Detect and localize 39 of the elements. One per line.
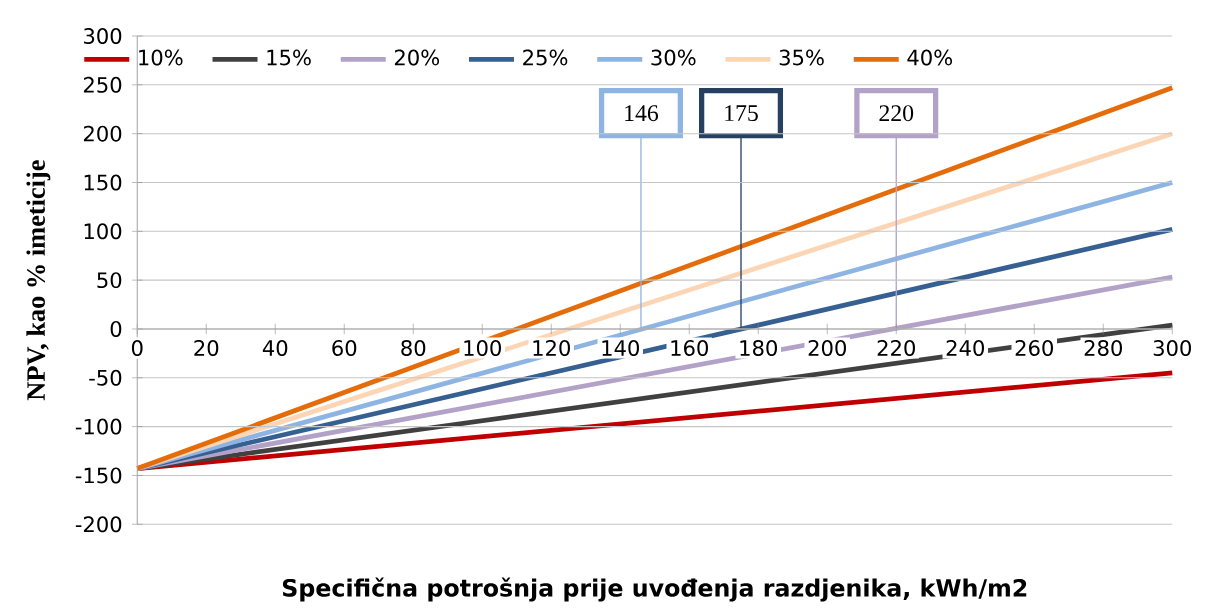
y-tick-label: -50: [89, 369, 122, 386]
x-tick-label: 120: [533, 339, 570, 356]
legend-label: 30%: [651, 49, 696, 66]
y-tick-label: 150: [84, 174, 122, 191]
y-tick-label: 0: [110, 320, 122, 337]
x-tick-label: 240: [946, 339, 984, 356]
x-tick-label: 200: [808, 339, 846, 356]
legend-label: 35%: [779, 49, 824, 66]
ref-line-label: 220: [879, 104, 914, 121]
x-tick-label: 160: [671, 339, 708, 356]
y-tick-label: 50: [97, 271, 122, 288]
x-tick-label: 280: [1084, 339, 1122, 356]
x-tick-label: 80: [401, 339, 426, 356]
y-tick-label: -150: [75, 467, 122, 484]
legend-label: 15%: [267, 49, 311, 66]
y-tick-label: -200: [75, 516, 122, 533]
x-tick-label: 40: [262, 339, 288, 356]
x-tick-label: 300: [1153, 339, 1191, 356]
y-tick-label: -100: [75, 418, 122, 435]
legend-label: 25%: [523, 49, 568, 66]
x-tick-label: 220: [877, 339, 915, 356]
x-axis-title: Specifična potrošnja prije uvođenja razdjenika, kWh/m2: [282, 577, 1027, 602]
legend-label: 20%: [394, 49, 440, 66]
ref-line-label: 175: [725, 105, 758, 121]
ref-line-label: 146: [625, 105, 659, 121]
x-tick-label: 100: [464, 339, 501, 356]
y-axis-title: NPV, kao % imeticije: [26, 160, 51, 400]
legend-label: 10%: [139, 49, 183, 66]
x-tick-label: 20: [194, 339, 219, 356]
x-tick-label: 260: [1015, 339, 1053, 356]
legend-label: 40%: [907, 49, 953, 66]
y-tick-label: 100: [84, 223, 122, 240]
x-tick-label: 60: [332, 339, 357, 356]
x-tick-label: 180: [740, 339, 777, 356]
y-tick-label: 200: [83, 125, 122, 142]
y-tick-label: 250: [83, 76, 122, 93]
x-tick-label: 0: [131, 339, 143, 356]
y-tick-label: 300: [84, 27, 122, 44]
x-tick-label: 140: [602, 339, 639, 356]
